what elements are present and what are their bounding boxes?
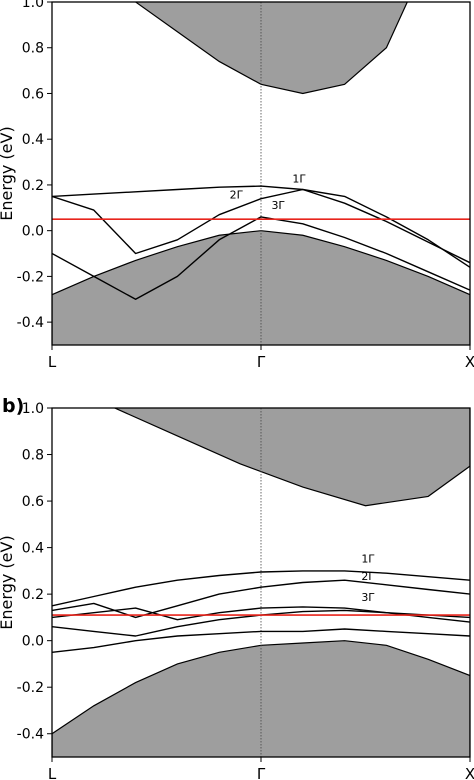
y-tick-label: 0.4 bbox=[22, 541, 44, 557]
y-tick-label: 0.6 bbox=[22, 86, 44, 102]
y-tick-label: 0.2 bbox=[22, 178, 44, 194]
band-line-1 bbox=[52, 570, 470, 607]
y-tick-label: 0.2 bbox=[22, 587, 44, 603]
plot-area bbox=[52, 408, 470, 757]
valence-continuum bbox=[52, 640, 470, 757]
band-annotation: 2Γ bbox=[361, 570, 375, 583]
x-tick-label: X bbox=[465, 353, 474, 371]
plot-area bbox=[52, 2, 470, 345]
y-axis-label: Energy (eV) bbox=[0, 126, 16, 220]
band-line-5 bbox=[52, 628, 470, 653]
panel-2: 1Γ 2Γ 3Γ -0.4 -0.2 0.0 0.2 0.4 0.6 0.8 1.0 L Γ X Energ… bbox=[0, 395, 474, 780]
band-annotation: 1Γ bbox=[361, 553, 375, 566]
x-tick-label: Γ bbox=[257, 353, 266, 371]
y-tick-label: 0.0 bbox=[22, 224, 44, 240]
y-tick-label: 0.4 bbox=[22, 132, 44, 148]
y-tick-label: 0.8 bbox=[22, 41, 44, 57]
y-tick-label: 0.0 bbox=[22, 634, 44, 650]
y-tick-label: 0.6 bbox=[22, 494, 44, 510]
x-tick-label: Γ bbox=[257, 765, 266, 780]
band-line-3 bbox=[52, 606, 470, 623]
x-tick-label: L bbox=[48, 765, 57, 780]
y-tick-label: 1.0 bbox=[22, 0, 44, 11]
y-axis-label: Energy (eV) bbox=[0, 535, 16, 629]
band-line-2 bbox=[52, 188, 470, 268]
y-tick-label: -0.4 bbox=[17, 315, 44, 331]
x-tick-label: L bbox=[48, 353, 57, 371]
y-tick-label: -0.2 bbox=[17, 269, 44, 285]
band-annotation: 3Γ bbox=[361, 591, 375, 604]
band-line-1 bbox=[52, 185, 470, 264]
conduction-continuum bbox=[114, 408, 470, 507]
panel-1: 1Γ 2Γ 3Γ -0.4 -0.2 0.0 0.2 0.4 0.6 0.8 1.0 L Γ X Energ… bbox=[0, 0, 474, 371]
y-tick-label: -0.4 bbox=[17, 727, 44, 743]
band-annotation: 1Γ bbox=[292, 173, 306, 186]
band-annotation: 3Γ bbox=[271, 199, 285, 212]
y-tick-label: 1.0 bbox=[22, 401, 44, 417]
y-tick-label: 0.8 bbox=[22, 448, 44, 464]
y-tick-label: -0.2 bbox=[17, 680, 44, 696]
band-line-3 bbox=[52, 216, 470, 300]
band-line-2 bbox=[52, 579, 470, 619]
x-tick-label: X bbox=[465, 765, 474, 780]
panel-letter: b) bbox=[2, 395, 24, 417]
band-annotation: 2Γ bbox=[230, 189, 244, 202]
conduction-continuum bbox=[135, 2, 408, 95]
